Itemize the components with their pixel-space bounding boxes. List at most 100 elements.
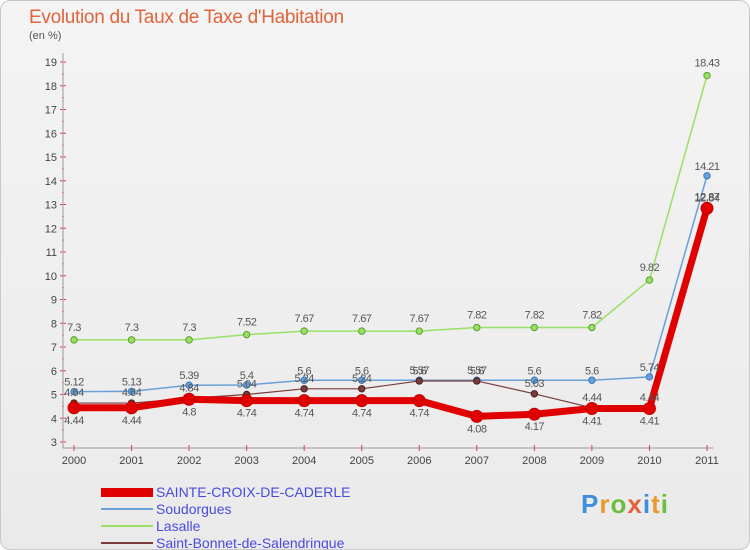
chart-title: Evolution du Taux de Taxe d'Habitation: [29, 7, 344, 28]
legend-label: Soudorgues: [156, 501, 232, 517]
series-1-point: [127, 387, 136, 396]
series-2-point: [645, 276, 654, 284]
y-tick-label: 10: [45, 271, 57, 283]
data-label: 4.84: [179, 382, 199, 394]
logo-letter: P: [581, 489, 600, 519]
data-label: 7.52: [237, 317, 257, 329]
x-tick-label: 2005: [349, 455, 373, 467]
data-label: 5.74: [640, 362, 660, 374]
x-tick-label: 2010: [637, 455, 661, 467]
data-label: 4.08: [467, 423, 487, 435]
series-2-point: [185, 336, 193, 344]
data-label: 4.44: [64, 415, 84, 427]
series-0-point: [67, 401, 81, 415]
data-label: 7.82: [582, 310, 602, 322]
x-tick-label: 2009: [580, 455, 604, 467]
series-0-point: [240, 394, 254, 408]
data-label: 12.84: [694, 192, 719, 204]
data-label: 9.82: [640, 262, 660, 274]
y-tick-label: 9: [51, 295, 57, 307]
legend-swatch: [101, 487, 153, 497]
series-0-point: [470, 409, 484, 423]
data-label: 4.44: [122, 415, 142, 427]
proxiti-logo: Proxiti: [581, 489, 669, 520]
series-0-point: [527, 407, 541, 421]
data-label: 5.57: [410, 365, 430, 377]
series-0-point: [297, 394, 311, 408]
data-label: 4.74: [352, 408, 372, 420]
series-2-point: [473, 323, 481, 332]
series-0-point: [412, 394, 426, 408]
logo-letter: r: [599, 489, 611, 519]
series-2-point: [70, 336, 78, 344]
data-label: 7.67: [294, 313, 314, 325]
data-label: 5.6: [527, 365, 541, 377]
legend-label: Lasalle: [156, 518, 201, 534]
y-tick-label: 11: [46, 247, 57, 259]
data-label: 7.67: [352, 313, 372, 325]
data-label: 5.24: [352, 373, 372, 385]
data-label: 5.6: [297, 365, 311, 377]
data-label: 4.17: [525, 421, 545, 433]
series-0-point: [355, 394, 369, 408]
y-tick-label: 7: [51, 342, 57, 354]
x-tick-label: 2001: [119, 455, 143, 467]
data-label: 4.44: [640, 392, 660, 404]
series-0-point: [182, 392, 196, 406]
y-tick-label: 12: [45, 223, 57, 235]
x-tick-label: 2003: [234, 455, 258, 467]
y-tick-label: 3: [51, 437, 57, 449]
series-0-point: [125, 401, 139, 415]
series-2-point: [530, 323, 539, 332]
data-label: 4.41: [582, 416, 602, 428]
data-label: 4.64: [64, 387, 84, 399]
data-label: 5.39: [179, 370, 199, 382]
data-label: 7.82: [525, 310, 545, 322]
series-3-point: [473, 377, 481, 385]
data-label: 7.3: [125, 322, 139, 334]
logo-letter: i: [660, 489, 669, 519]
data-label: 4.74: [410, 408, 430, 420]
legend-label: Saint-Bonnet-de-Salendrinque: [156, 535, 345, 550]
series-1-point: [530, 376, 539, 384]
y-tick-label: 4: [51, 413, 57, 425]
data-label: 18.43: [694, 58, 719, 70]
data-label: 5.4: [240, 370, 254, 382]
x-tick-label: 2004: [292, 455, 316, 467]
data-label: 5.24: [294, 373, 314, 385]
y-tick-label: 19: [45, 57, 57, 69]
series-line-1: [73, 175, 708, 393]
y-axis-unit-label: (en %): [29, 30, 62, 42]
legend-label: SAINTE-CROIX-DE-CADERLE: [156, 484, 351, 500]
data-label: 4.41: [640, 416, 660, 428]
series-1-point: [645, 373, 654, 381]
data-label: 5.6: [585, 365, 599, 377]
line-chart: 3 4 5 6 7 8 9 10 11 12 13 14 15 16 17 18 19 2000 2001 2002 2…: [45, 53, 720, 467]
series-1-point: [242, 381, 251, 389]
y-tick-label: 15: [45, 152, 57, 164]
series-3-point: [415, 377, 423, 385]
data-label: 5.57: [467, 365, 487, 377]
series-line-3: [73, 206, 708, 409]
series-1-point: [358, 376, 366, 384]
y-tick-label: 14: [45, 176, 57, 188]
series-line-0: [70, 204, 711, 420]
series-0-point: [585, 402, 599, 416]
series-0-point: [700, 201, 714, 215]
x-tick-label: 2000: [62, 455, 86, 467]
data-label: 7.3: [67, 322, 81, 334]
series-2-point: [242, 330, 251, 339]
series-1-point: [185, 381, 193, 389]
data-label: 7.82: [467, 310, 487, 322]
data-label: 4.44: [582, 392, 602, 404]
data-label: 4.74: [294, 408, 314, 420]
data-label: 5.03: [525, 378, 545, 390]
data-label: 4.64: [122, 387, 142, 399]
series-1-point: [588, 376, 596, 384]
series-2-point: [588, 323, 596, 332]
y-tick-label: 16: [45, 128, 57, 140]
data-label: 5.6: [355, 365, 369, 377]
series-1-point: [300, 376, 308, 384]
y-tick-label: 18: [45, 81, 57, 93]
data-label: 5.6: [412, 365, 426, 377]
